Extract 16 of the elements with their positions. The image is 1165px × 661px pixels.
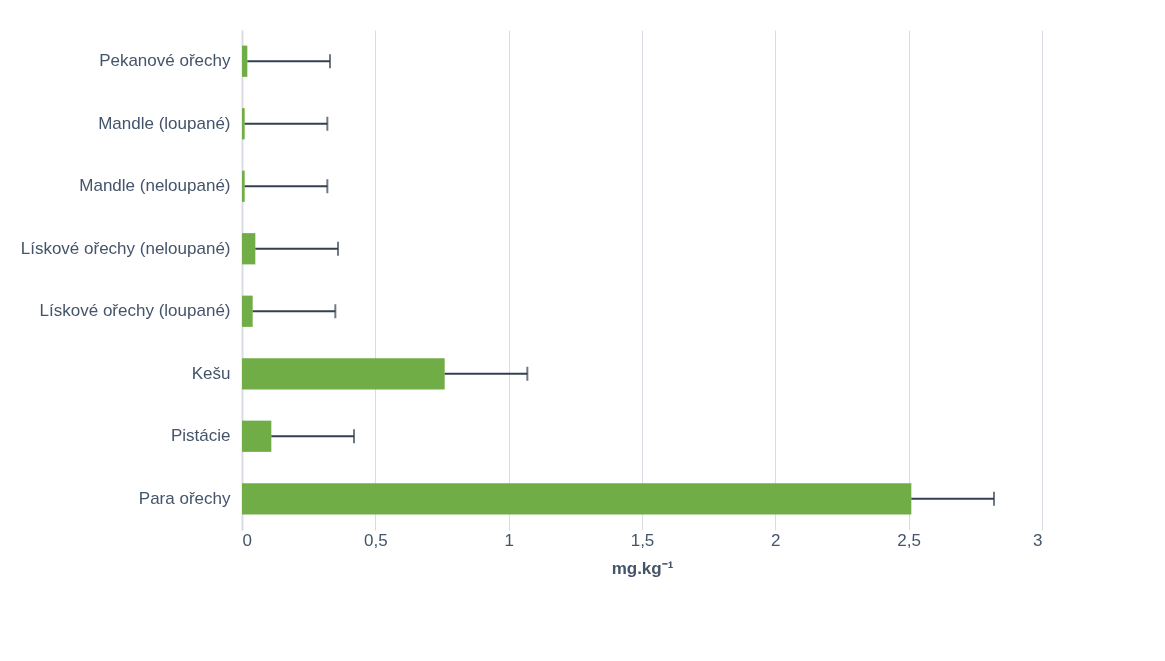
x-axis-title: mg.kg⁻¹: [611, 558, 674, 578]
y-tick-label: Pekanové ořechy: [99, 51, 231, 71]
x-tick-label: 0,5: [364, 530, 388, 550]
x-tick-label: 2,5: [897, 530, 921, 550]
x-tick-label: 1,5: [630, 530, 655, 550]
y-tick-label: Lískové ořechy (loupané): [39, 301, 231, 321]
x-tick-label: 0: [242, 530, 252, 550]
x-tick-label: 2: [771, 530, 781, 550]
y-tick-label: Kešu: [191, 363, 231, 383]
y-tick-label: Para ořechy: [138, 488, 231, 508]
y-tick-label: Mandle (neloupané): [79, 176, 231, 196]
y-tick-label: Lískové ořechy (neloupané): [20, 238, 231, 258]
x-tick-label: 1: [504, 530, 514, 550]
x-tick-label: 3: [1033, 530, 1043, 550]
y-tick-label: Pistácie: [170, 426, 231, 446]
y-tick-label: Mandle (loupané): [98, 113, 231, 133]
